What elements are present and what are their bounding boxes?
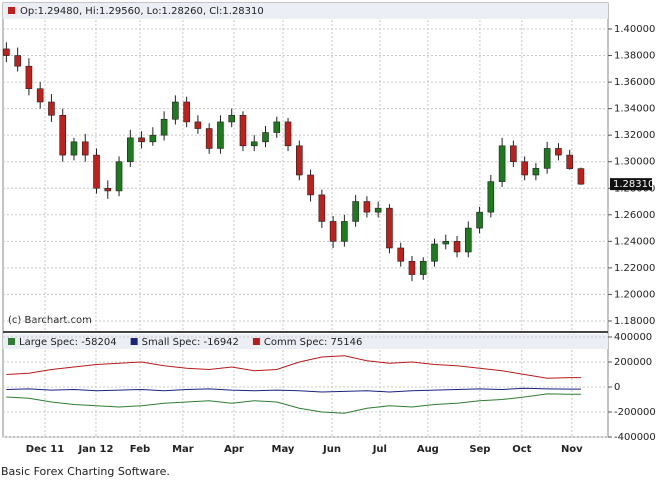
candle-body — [115, 161, 123, 192]
x-tick-label: Mar — [172, 444, 194, 455]
candle-body — [453, 241, 461, 253]
candle-body — [93, 154, 100, 189]
legend-swatch — [130, 338, 138, 345]
candle-body — [284, 121, 292, 147]
candle-body — [521, 161, 528, 176]
header-band — [3, 3, 608, 19]
candle-body — [555, 148, 562, 156]
y-tick-label: -200000 — [614, 407, 656, 418]
candle-body — [59, 114, 67, 156]
legend-label: Large Spec: -58204 — [19, 337, 117, 348]
candle-body — [25, 65, 33, 90]
candle-body — [397, 247, 405, 262]
y-tick-label: 400000 — [614, 332, 652, 343]
y-tick-label: 1.32000 — [614, 130, 655, 141]
y-tick-label: -400000 — [614, 432, 656, 443]
candle-body — [408, 260, 416, 275]
series-line — [6, 355, 581, 379]
candle-body — [70, 141, 78, 156]
candle-body — [172, 101, 179, 120]
candle-body — [228, 114, 236, 123]
candle-body — [104, 187, 112, 192]
candle-body — [138, 137, 145, 143]
series-line — [6, 387, 581, 393]
candle-body — [273, 121, 281, 133]
candle-body — [36, 88, 44, 103]
candle-body — [307, 174, 314, 196]
candle-body — [329, 221, 337, 242]
x-tick-label: Feb — [130, 444, 150, 455]
candle-body — [127, 137, 134, 163]
candle-body — [566, 154, 573, 169]
header-icon — [8, 7, 15, 14]
candle-body — [205, 128, 213, 149]
candle-body — [442, 241, 450, 245]
header: Op:1.29480, Hi:1.29560, Lo:1.28260, Cl:1… — [20, 6, 264, 17]
candle-body — [386, 207, 393, 249]
candle-body — [296, 145, 303, 176]
x-tick-label: Jul — [372, 444, 387, 455]
candle-body — [48, 101, 55, 116]
candle-body — [487, 181, 495, 213]
last-price-box — [610, 178, 652, 191]
candle-body — [464, 227, 472, 253]
x-tick-label: Aug — [417, 444, 439, 455]
legend-band — [3, 334, 608, 349]
watermark: (c) Barchart.com — [8, 315, 92, 326]
candle-body — [374, 207, 382, 213]
x-tick-label: Sep — [469, 444, 490, 455]
candle-body — [14, 55, 21, 67]
x-tick-label: Oct — [512, 444, 531, 455]
x-tick-label: Nov — [561, 444, 583, 455]
y-tick-label: 1.18000 — [614, 316, 655, 327]
legend-label: Small Spec: -16942 — [142, 337, 239, 348]
candle-body — [532, 168, 540, 176]
candle-body — [543, 148, 551, 169]
candle-body — [352, 201, 359, 222]
candle-body — [262, 132, 269, 143]
y-tick-label: 1.24000 — [614, 236, 655, 247]
y-tick-label: 200000 — [614, 357, 652, 368]
y-tick-label: 1.30000 — [614, 157, 655, 168]
candle-body — [183, 101, 190, 123]
legend-label: Comm Spec: 75146 — [264, 337, 362, 348]
candle-body — [476, 211, 483, 229]
y-tick-label: 1.38000 — [614, 51, 655, 62]
last-price-label: 1.28310 — [613, 179, 654, 190]
candle-body — [318, 194, 326, 222]
x-tick-label: Jan 12 — [77, 444, 113, 455]
x-tick-label: Jun — [322, 444, 341, 455]
legend-swatch — [252, 338, 260, 345]
candle-body — [341, 221, 348, 242]
candle-body — [510, 145, 517, 163]
y-tick-label: 1.34000 — [614, 104, 655, 115]
y-tick-label: 1.22000 — [614, 263, 655, 274]
candle-body — [250, 141, 258, 147]
candle-body — [3, 48, 10, 56]
legend-swatch — [8, 338, 15, 345]
candle-body — [431, 243, 438, 262]
x-tick-label: Apr — [224, 444, 244, 455]
frame — [2, 2, 609, 438]
candle-body — [577, 168, 585, 185]
x-tick-label: May — [272, 444, 295, 455]
y-tick-label: 1.36000 — [614, 77, 655, 88]
y-tick-label: 1.40000 — [614, 24, 655, 35]
candle-body — [498, 145, 506, 182]
y-tick-label: 1.20000 — [614, 289, 655, 300]
candle-body — [419, 260, 427, 275]
candle-body — [81, 141, 89, 156]
caption: Basic Forex Charting Software. — [1, 465, 170, 478]
candle-body — [217, 121, 224, 149]
candle-body — [239, 114, 247, 147]
candle-body — [149, 134, 157, 143]
candle-body — [194, 121, 202, 129]
candle-body — [363, 201, 371, 213]
y-tick-label: 1.26000 — [614, 210, 655, 221]
x-tick-label: Dec 11 — [26, 444, 64, 455]
y-tick-label: 0 — [614, 382, 620, 393]
candle-body — [160, 118, 168, 136]
series-line — [6, 393, 581, 414]
